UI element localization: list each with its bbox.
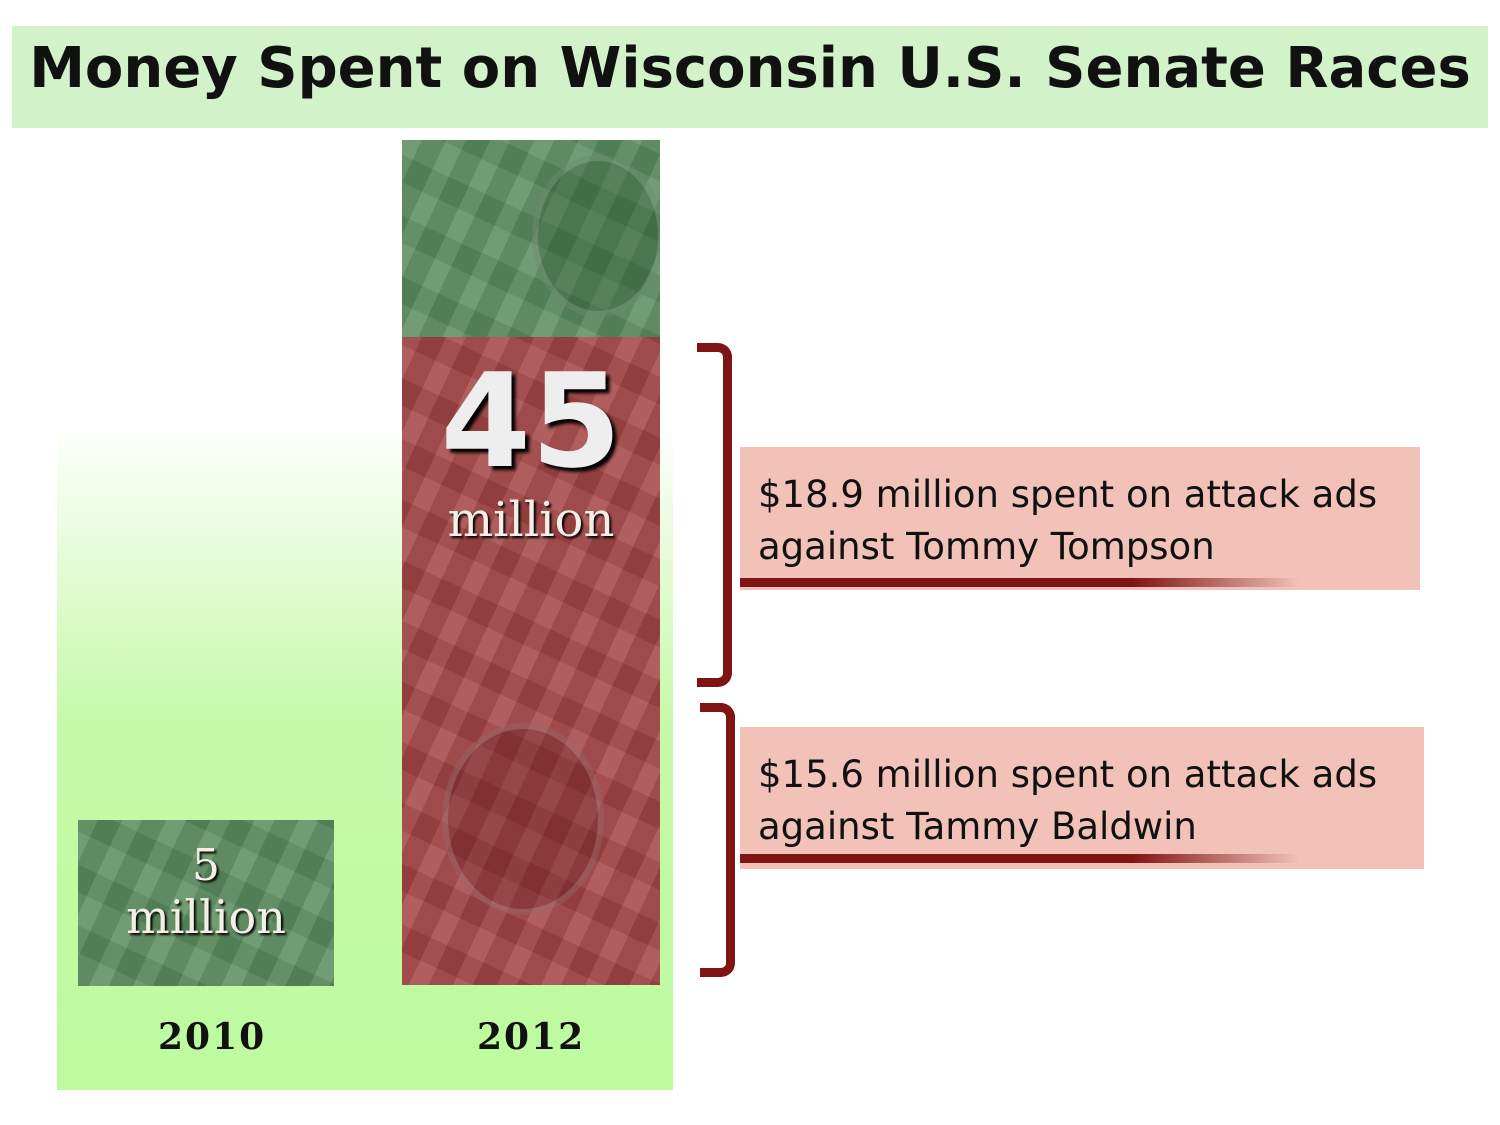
callout-text: $18.9 million spent on attack ads agains… <box>758 469 1377 573</box>
bracket-tompson <box>697 343 732 687</box>
callout-tompson: $18.9 million spent on attack ads agains… <box>740 447 1420 590</box>
bar-2012: 45 million <box>402 140 660 985</box>
chart-title: Money Spent on Wisconsin U.S. Senate Rac… <box>29 36 1471 101</box>
bar-2010: 5 million <box>78 820 334 986</box>
bar-2010-value: 5 <box>192 840 220 891</box>
callout-line-1: $15.6 million spent on attack ads <box>758 753 1378 796</box>
x-tick-2012: 2012 <box>477 1016 586 1058</box>
bracket-baldwin <box>700 703 735 977</box>
bar-2012-value: 45 <box>440 345 622 497</box>
bar-2012-unit: million <box>447 492 615 548</box>
portrait-image <box>442 723 604 915</box>
callout-line-1: $18.9 million spent on attack ads <box>758 473 1378 516</box>
portrait-image <box>532 155 660 317</box>
callout-connector <box>740 854 1300 863</box>
callout-line-2: against Tammy Baldwin <box>758 805 1197 848</box>
callout-baldwin: $15.6 million spent on attack ads agains… <box>740 727 1424 869</box>
callout-text: $15.6 million spent on attack ads agains… <box>758 749 1377 853</box>
callout-connector <box>740 578 1300 587</box>
callout-line-2: against Tommy Tompson <box>758 525 1215 568</box>
x-tick-2010: 2010 <box>158 1016 267 1058</box>
title-bar <box>12 26 1488 128</box>
bar-2012-other-spending-segment <box>402 140 660 337</box>
bar-2010-unit: million <box>126 890 286 944</box>
bar-2012-attack-ads-segment <box>402 337 660 985</box>
money-texture-green <box>78 820 334 986</box>
